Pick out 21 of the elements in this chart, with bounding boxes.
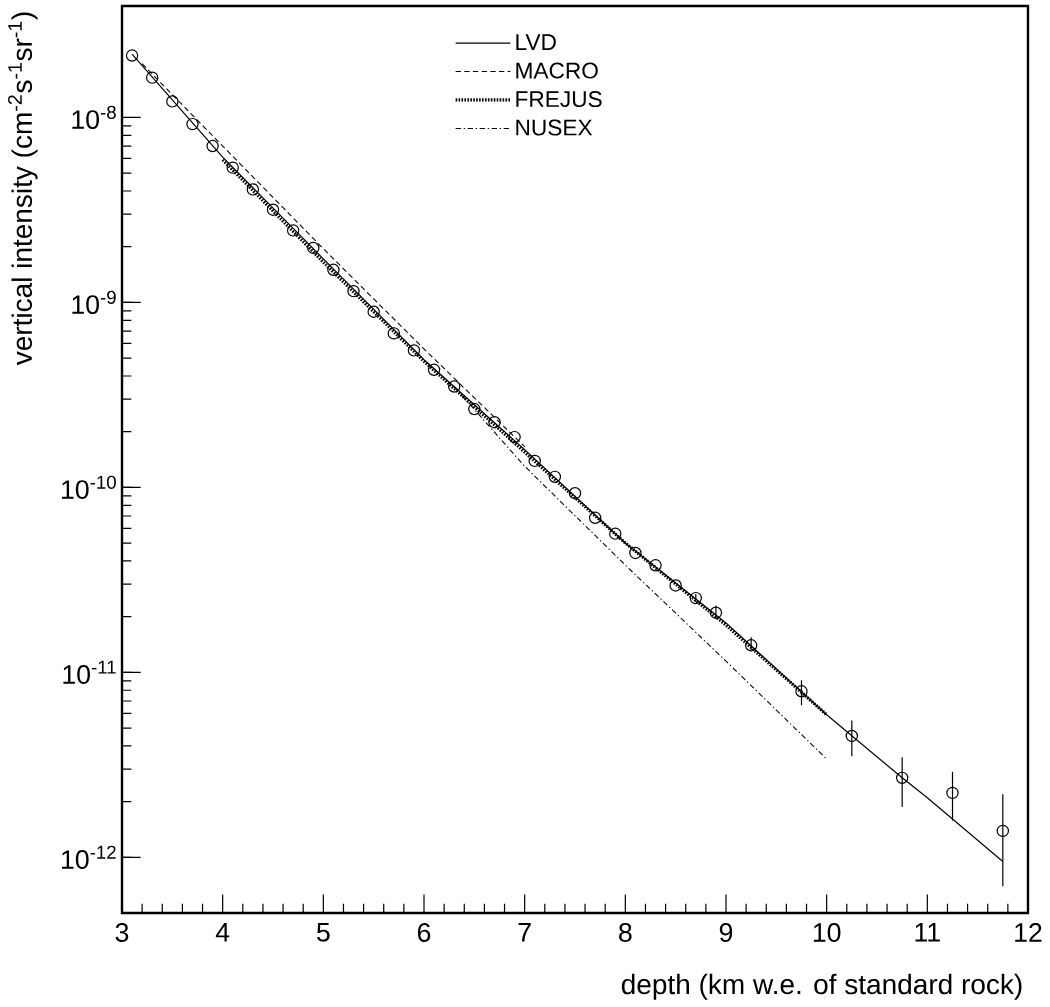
x-tick-label: 5 <box>316 923 330 942</box>
legend-label: LVD <box>516 34 556 50</box>
legend-label: MACRO <box>516 62 598 79</box>
legend-label: FREJUS <box>516 91 602 108</box>
x-tick-label: 11 <box>915 923 940 942</box>
x-tick-label: 8 <box>619 923 632 942</box>
x-axis-title: depth (km w.e. of standard rock) <box>621 973 1022 1000</box>
x-tick-label: 12 <box>1015 923 1042 942</box>
x-tick-label: 9 <box>719 923 733 942</box>
x-tick-label: 6 <box>417 923 431 942</box>
y-tick-label: 10$^{-12}$ <box>62 845 116 869</box>
y-tick-label: 10$^{-9}$ <box>72 290 116 315</box>
x-tick-label: 4 <box>215 923 230 942</box>
y-tick-label: 10$^{-10}$ <box>62 475 116 500</box>
y-axis-title: vertical intensity (cm$^{-2}$s$^{-1}$sr$^{-1}$) <box>8 12 38 366</box>
x-tick-label: 3 <box>115 923 129 942</box>
y-tick-label: 10$^{-8}$ <box>72 105 116 130</box>
x-tick-label: 7 <box>518 923 531 942</box>
x-tick-label: 10 <box>813 923 841 942</box>
legend-label: NUSEX <box>516 119 593 136</box>
y-tick-label: 10$^{-11}$ <box>63 660 116 684</box>
